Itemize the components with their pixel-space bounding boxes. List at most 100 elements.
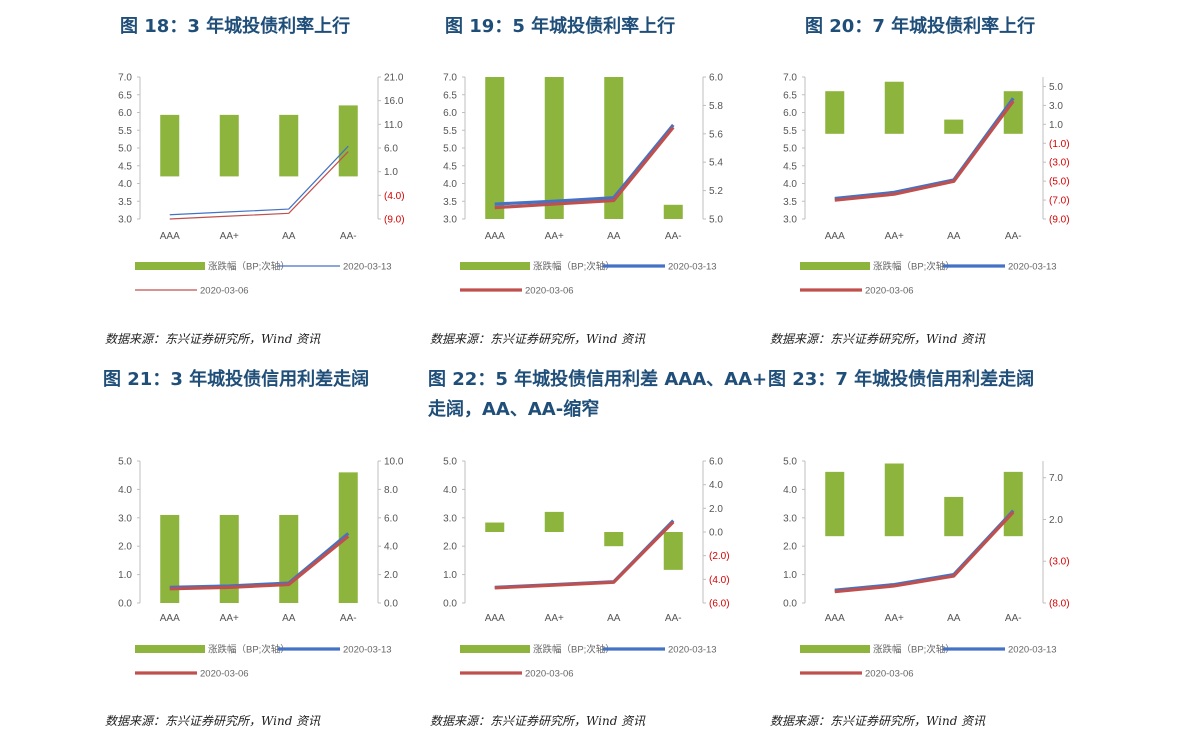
y-tick-label: 0.0 (783, 599, 797, 610)
legend-swatch-bar (135, 645, 205, 653)
series-line-2020-03-13 (169, 145, 349, 216)
legend-label-bar: 涨跌幅（BP;次轴） (208, 644, 290, 656)
y-tick-label: 6.0 (118, 108, 132, 119)
y2-tick-label: 6.0 (709, 457, 723, 468)
y-tick-label: 4.0 (118, 485, 132, 496)
chart-6: 0.0 1.0 2.0 3.0 4.0 5.0 7.0 2.0 (3.0) (8.0) AAA AA+… (783, 457, 1069, 680)
y-tick-label: 6.5 (118, 90, 132, 101)
y-tick-label: 4.5 (783, 161, 797, 172)
y2-tick-label: 11.0 (384, 120, 403, 131)
source-note: 数据来源：东兴证券研究所，Wind 资讯 (430, 332, 646, 346)
legend-label-series1: 2020-03-13 (343, 262, 392, 273)
y2-tick-label: 2.0 (1049, 515, 1063, 526)
x-tick-label: AA- (665, 231, 682, 242)
y2-tick-label: 1.0 (1049, 120, 1063, 131)
y2-tick-label: 5.8 (709, 101, 723, 112)
legend-label-series2: 2020-03-06 (865, 669, 914, 680)
y-tick-label: 4.0 (118, 179, 132, 190)
x-tick-label: AA- (340, 231, 357, 242)
series-line-2020-03-06 (169, 535, 350, 591)
y-tick-label: 6.0 (783, 108, 797, 119)
x-tick-label: AA+ (545, 613, 564, 624)
legend-label-bar: 涨跌幅（BP;次轴） (873, 644, 955, 656)
chart-title: 图 21：3 年城投债信用利差走阔 (103, 369, 370, 390)
legend-label-bar: 涨跌幅（BP;次轴） (533, 261, 615, 273)
source-note: 数据来源：东兴证券研究所，Wind 资讯 (770, 714, 986, 728)
y-tick-label: 1.0 (118, 570, 132, 581)
y2-tick-label: 4.0 (709, 480, 723, 491)
legend-swatch-bar (135, 262, 205, 270)
y-tick-label: 3.5 (443, 197, 457, 208)
series-line-2020-03-06 (834, 511, 1015, 594)
y2-tick-label: (9.0) (1049, 215, 1070, 226)
y-tick-label: 6.5 (783, 90, 797, 101)
y-tick-label: 3.0 (783, 215, 797, 226)
source-note: 数据来源：东兴证券研究所，Wind 资讯 (430, 714, 646, 728)
y-tick-label: 5.0 (783, 457, 797, 468)
bar-AA+ (544, 77, 564, 219)
legend-label-series2: 2020-03-06 (200, 669, 249, 680)
chart-2: 3.0 3.5 4.0 4.5 5.0 5.5 6.0 6.5 7.0 6.0 5.8 5.6 5.4 5… (443, 73, 723, 297)
chart-title: 图 22：5 年城投债信用利差 AAA、AA+ 走阔，AA、AA-缩窄 (428, 369, 768, 420)
y2-tick-label: (4.0) (384, 191, 405, 202)
series-line-2020-03-13 (834, 509, 1015, 592)
y2-tick-label: 2.0 (384, 570, 398, 581)
legend-swatch-bar (800, 645, 870, 653)
y2-tick-label: 5.2 (709, 186, 723, 197)
y2-tick-label: 6.0 (384, 513, 398, 524)
x-tick-label: AA+ (885, 613, 904, 624)
legend-label-series1: 2020-03-13 (1008, 262, 1057, 273)
y2-tick-label: 1.0 (384, 167, 398, 178)
x-tick-label: AA (607, 613, 621, 624)
x-tick-label: AA- (1005, 231, 1022, 242)
y-tick-label: 1.0 (443, 570, 457, 581)
x-tick-label: AAA (485, 231, 505, 242)
bar-AA- (663, 204, 683, 219)
x-tick-label: AA (607, 231, 621, 242)
y2-tick-label: (1.0) (1049, 139, 1070, 150)
y2-tick-label: (9.0) (384, 215, 405, 226)
bar-AAA (485, 77, 505, 219)
y2-tick-label: 5.4 (709, 158, 723, 169)
legend-label-bar: 涨跌幅（BP;次轴） (533, 644, 615, 656)
y2-tick-label: 2.0 (709, 504, 723, 515)
y-tick-label: 2.0 (783, 542, 797, 553)
y-tick-label: 3.0 (783, 513, 797, 524)
y-tick-label: 1.0 (783, 570, 797, 581)
source-note: 数据来源：东兴证券研究所，Wind 资讯 (105, 332, 321, 346)
x-tick-label: AA- (1005, 613, 1022, 624)
x-tick-label: AAA (485, 613, 505, 624)
chart-1: 3.0 3.5 4.0 4.5 5.0 5.5 6.0 6.5 7.0 21.0 16.0 11.0 6… (118, 73, 405, 297)
y2-tick-label: 3.0 (1049, 101, 1063, 112)
bar-AA (604, 77, 624, 219)
bar-AAA (825, 91, 845, 134)
y2-tick-label: (6.0) (709, 599, 730, 610)
x-tick-label: AA (947, 613, 961, 624)
bar-AAA (485, 522, 505, 532)
y2-tick-label: 16.0 (384, 96, 404, 107)
bar-AA (944, 119, 964, 134)
series-line-2020-03-06 (494, 520, 675, 590)
y2-tick-label: 8.0 (384, 485, 398, 496)
legend-swatch-bar (460, 645, 530, 653)
y2-tick-label: 5.6 (709, 129, 723, 140)
legend-swatch-bar (800, 262, 870, 270)
y-tick-label: 5.5 (443, 126, 457, 137)
y-tick-label: 5.0 (118, 144, 132, 155)
y-tick-label: 4.0 (783, 179, 797, 190)
y2-tick-label: (4.0) (709, 575, 730, 586)
y-tick-label: 5.0 (443, 144, 457, 155)
y2-tick-label: (5.0) (1049, 177, 1070, 188)
x-tick-label: AA (282, 231, 296, 242)
source-note: 数据来源：东兴证券研究所，Wind 资讯 (105, 714, 321, 728)
series-line-2020-03-06 (169, 151, 349, 220)
series-line-2020-03-06 (834, 100, 1015, 202)
x-tick-label: AA- (340, 613, 357, 624)
y-tick-label: 5.0 (118, 457, 132, 468)
y-tick-label: 4.0 (443, 485, 457, 496)
y-tick-label: 3.0 (443, 513, 457, 524)
y-tick-label: 3.5 (118, 197, 132, 208)
series-line-2020-03-13 (169, 532, 350, 589)
bar-AA+ (219, 114, 239, 177)
y-tick-label: 5.5 (118, 126, 132, 137)
